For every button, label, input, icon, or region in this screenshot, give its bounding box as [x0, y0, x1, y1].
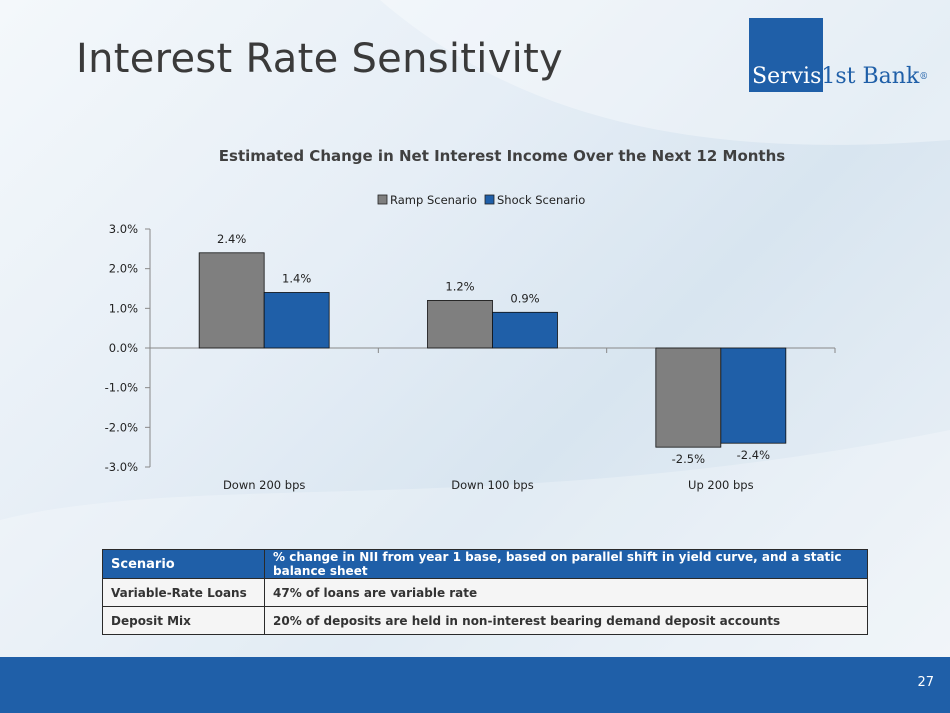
- legend-label-shock: Shock Scenario: [497, 193, 585, 207]
- x-tick-label: Up 200 bps: [688, 478, 754, 492]
- bar-shock: [263, 292, 330, 349]
- legend-label-ramp: Ramp Scenario: [390, 193, 477, 207]
- data-label: -2.5%: [672, 452, 705, 466]
- data-label: -2.4%: [737, 448, 770, 462]
- chart-title: Estimated Change in Net Interest Income …: [219, 147, 786, 165]
- legend-swatch-ramp: [377, 194, 388, 205]
- y-tick-label: 2.0%: [109, 262, 138, 276]
- bar-ramp: [198, 252, 265, 349]
- x-tick-label: Down 200 bps: [223, 478, 305, 492]
- table-row: Variable-Rate Loans 47% of loans are var…: [102, 578, 868, 607]
- y-tick-label: -3.0%: [105, 460, 138, 474]
- plot-area: 3.0% 2.0% 1.0% 0.0% -1.0% -2.0% -3.0% Down 200 …: [105, 222, 836, 492]
- bar-shock: [492, 311, 558, 349]
- data-label: 2.4%: [217, 232, 246, 246]
- bank-logo: [749, 18, 823, 92]
- table-row: Deposit Mix 20% of deposits are held in …: [102, 606, 868, 635]
- logo-word-bank: 1st Bank: [821, 64, 920, 89]
- footer-bar: 27: [0, 657, 950, 713]
- scenario-table: Scenario % change in NII from year 1 bas…: [102, 549, 868, 635]
- table-row-value: 20% of deposits are held in non-interest…: [264, 606, 868, 635]
- logo-registered-mark: ®: [919, 72, 929, 82]
- y-tick-label: 0.0%: [109, 341, 138, 355]
- bar-shock: [720, 347, 787, 444]
- y-tick-label: -1.0%: [105, 381, 138, 395]
- data-label: 1.2%: [445, 279, 474, 293]
- table-row-label: Variable-Rate Loans: [102, 578, 265, 607]
- page-number: 27: [917, 675, 934, 690]
- table-row-label: Deposit Mix: [102, 606, 265, 635]
- table-header-description: % change in NII from year 1 base, based …: [264, 549, 868, 579]
- table-header-row: Scenario % change in NII from year 1 bas…: [102, 549, 868, 579]
- data-label: 0.9%: [510, 291, 539, 305]
- y-tick-label: 1.0%: [109, 301, 138, 315]
- logo-word-servis: Servis: [752, 64, 822, 89]
- data-label: 1.4%: [282, 271, 311, 285]
- chart-legend: Ramp Scenario Shock Scenario: [377, 193, 585, 207]
- legend-swatch-shock: [484, 194, 495, 205]
- bar-ramp: [655, 347, 722, 448]
- y-tick-label: -2.0%: [105, 420, 138, 434]
- slide-title: Interest Rate Sensitivity: [76, 36, 564, 82]
- y-tick-label: 3.0%: [109, 222, 138, 236]
- x-tick-label: Down 100 bps: [451, 478, 533, 492]
- table-header-scenario: Scenario: [102, 549, 265, 579]
- bar-ramp: [427, 299, 493, 349]
- table-row-value: 47% of loans are variable rate: [264, 578, 868, 607]
- bank-logo-text: Servis1st Bank®: [749, 62, 928, 92]
